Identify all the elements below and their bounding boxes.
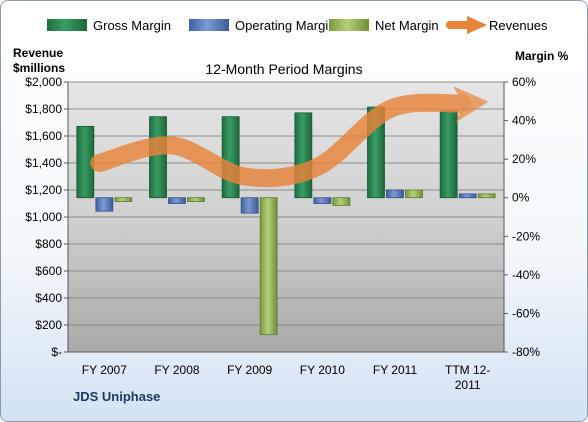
right-tick-label: 60%: [512, 75, 536, 89]
category-label: FY 2010: [300, 363, 345, 377]
left-tick-label: $800: [35, 237, 62, 251]
company-label: JDS Uniphase: [73, 389, 160, 404]
legend-label-operating-margin: Operating Margin: [235, 18, 335, 33]
bar-net-margin: [332, 197, 351, 206]
legend-label-revenues: Revenues: [489, 18, 548, 33]
legend-label-gross-margin: Gross Margin: [93, 18, 171, 33]
left-tick-label: $400: [35, 291, 62, 305]
category-label: FY 2008: [154, 363, 199, 377]
left-tick-label: $1,600: [25, 129, 62, 143]
category-label: FY 2007: [82, 363, 127, 377]
bar-net-margin: [187, 197, 205, 202]
category-label: FY 2009: [227, 363, 272, 377]
left-tick-label: $1,400: [25, 156, 62, 170]
legend-swatch-net-margin: [329, 19, 369, 31]
legend-swatch-gross-margin: [47, 19, 87, 31]
right-axis-label: Margin %: [515, 49, 569, 63]
chart-title: 12-Month Period Margins: [205, 61, 362, 77]
right-tick-label: -40%: [512, 268, 540, 282]
left-tick-label: $1,200: [25, 183, 62, 197]
bar-operating-margin: [240, 197, 259, 214]
left-tick-label: $2,000: [25, 75, 62, 89]
legend: Gross Margin Operating Margin Net Margin…: [47, 16, 548, 34]
bar-net-margin: [259, 197, 278, 336]
legend-swatch-operating-margin: [189, 19, 229, 31]
right-tick-label: 20%: [512, 152, 536, 166]
right-tick-label: 40%: [512, 114, 536, 128]
left-tick-label: $600: [35, 264, 62, 278]
bar-operating-margin: [458, 193, 477, 199]
bar-gross-margin: [294, 112, 313, 199]
bar-net-margin: [405, 189, 423, 199]
right-axis: -80% -60% -40% -20% 0% 20% 40% 60%: [503, 75, 540, 359]
bar-operating-margin: [386, 189, 404, 199]
right-tick-label: -60%: [512, 306, 540, 320]
left-axis: $- $200 $400 $600 $800 $1,000 $1,200 $1,400 $1,6…: [25, 75, 69, 359]
left-axis-label-line2: $millions: [13, 61, 65, 75]
category-label: FY 2011: [373, 363, 418, 377]
bar-gross-margin: [221, 116, 240, 199]
left-tick-label: $1,000: [25, 210, 62, 224]
bar-operating-margin: [95, 197, 114, 212]
bar-gross-margin: [439, 110, 458, 199]
left-axis-label-line1: Revenue: [13, 46, 63, 60]
x-axis: FY 2007 FY 2008 FY 2009 FY 2010 FY 2011 TTM 1…: [68, 351, 504, 392]
left-tick-label: $-: [51, 345, 62, 359]
bar-net-margin: [477, 193, 496, 199]
right-tick-label: -80%: [512, 345, 540, 359]
legend-label-net-margin: Net Margin: [375, 18, 439, 33]
right-tick-label: 0%: [512, 191, 530, 205]
bar-gross-margin: [149, 116, 167, 199]
bar-net-margin: [114, 197, 133, 202]
bar-operating-margin: [168, 197, 186, 204]
category-label: TTM 12-2011: [445, 363, 490, 392]
left-tick-label: $1,800: [25, 102, 62, 116]
left-tick-label: $200: [35, 318, 62, 332]
legend-arrow-head: [467, 16, 487, 34]
bar-operating-margin: [313, 197, 332, 204]
right-tick-label: -20%: [512, 229, 540, 243]
series-line-revenues: [90, 86, 489, 188]
